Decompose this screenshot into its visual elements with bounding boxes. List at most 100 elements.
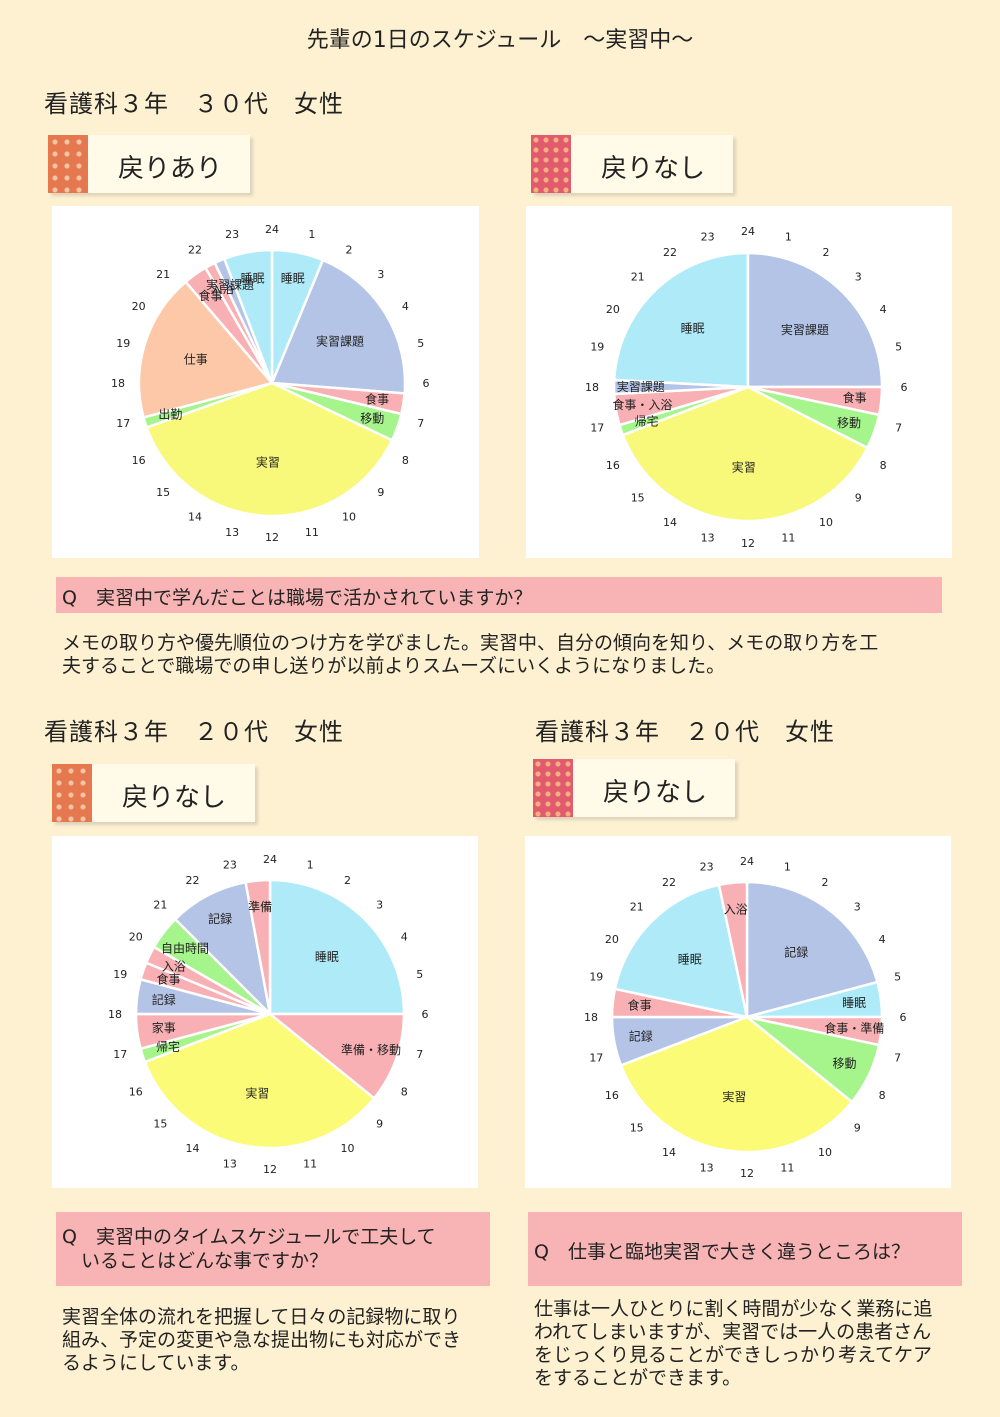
hour-tick-label: 18	[108, 1008, 122, 1021]
hour-tick-label: 7	[416, 1048, 423, 1061]
hour-tick-label: 2	[822, 876, 829, 889]
slice-label: 睡眠	[681, 322, 705, 336]
hour-tick-label: 16	[132, 454, 146, 467]
slice-label: 実習課題	[206, 277, 254, 292]
hour-tick-label: 12	[263, 1163, 277, 1176]
hour-tick-label: 2	[346, 244, 353, 257]
hour-tick-label: 22	[662, 876, 676, 889]
slice-label: 家事	[152, 1020, 176, 1035]
slice-label: 睡眠	[315, 950, 339, 964]
hour-tick-label: 14	[662, 1146, 676, 1159]
slice-label: 食事・準備	[824, 1020, 884, 1035]
slice-label: 入浴	[724, 903, 748, 917]
hour-tick-label: 12	[265, 531, 279, 544]
slice-label: 食事	[365, 392, 389, 407]
hour-tick-label: 8	[879, 1089, 886, 1102]
answer-text-2: 実習全体の流れを把握して日々の記録物に取り 組み、予定の変更や急な提出物にも対応…	[62, 1306, 502, 1375]
pattern-icon	[531, 135, 571, 193]
pie-slice	[612, 251, 750, 389]
star-pattern-icon	[48, 135, 88, 193]
hour-tick-label: 21	[153, 898, 167, 911]
hour-tick-label: 13	[225, 526, 239, 539]
question-line: いることはどんな事ですか？	[62, 1250, 329, 1272]
hour-tick-label: 17	[589, 1051, 603, 1064]
hour-tick-label: 21	[156, 268, 170, 281]
answer-line: 仕事は一人ひとりに割く時間が少なく業務に追	[534, 1298, 933, 1320]
pie-slice	[143, 1012, 376, 1150]
hour-tick-label: 23	[701, 230, 715, 243]
tag-label: 戻りなし	[601, 154, 706, 184]
hour-tick-label: 7	[417, 417, 424, 430]
page-title: 先輩の1日のスケジュール ～実習中～	[306, 28, 694, 53]
star-pattern-icon	[52, 764, 92, 822]
hour-tick-label: 23	[223, 858, 237, 871]
slice-label: 食事	[628, 998, 652, 1013]
hour-tick-label: 15	[156, 486, 170, 499]
hour-tick-label: 5	[895, 341, 902, 354]
hour-tick-label: 13	[700, 1162, 714, 1175]
hour-tick-label: 2	[823, 246, 830, 259]
slice-label: 食事	[199, 288, 223, 303]
pie-slice	[173, 880, 272, 1018]
hour-tick-label: 19	[589, 971, 603, 984]
answer-text-1: メモの取り方や優先順位のつけ方を学びました。実習中、自分の傾向を知り、メモの取り…	[62, 632, 962, 678]
hour-tick-label: 10	[342, 510, 356, 523]
pie-chart-panel-2: 睡眠 実習課題 食事 移動 実習 帰宅 食事・入浴 実習課題 24 1 2 3 4 5 6 7 8 9 10 11 12…	[526, 206, 952, 558]
pie-chart-panel-1: 睡眠 実習課題 食事 移動 実習 出勤 仕事 食事 入浴 実習課題 睡眠 24 1 2 3 4 5 6 7 8 9 10 1…	[52, 206, 479, 558]
pie-slice	[270, 258, 407, 395]
question-text: Q 仕事と臨地実習で大きく違うところは？	[534, 1241, 910, 1263]
slice-label: 記録	[784, 945, 808, 960]
slice-label: 記録	[208, 911, 232, 926]
hour-tick-label: 17	[113, 1048, 127, 1061]
hour-tick-label: 22	[186, 874, 200, 887]
slice-label: 自由時間	[161, 942, 209, 956]
tag-not-returned: 戻りなし	[531, 135, 733, 193]
slice-label: 準備・移動	[341, 1042, 401, 1057]
hour-tick-label: 4	[401, 931, 408, 944]
hour-tick-label: 11	[305, 526, 319, 539]
hour-tick-label: 24	[263, 853, 277, 866]
hour-tick-label: 21	[630, 901, 644, 914]
slice-label: 食事・入浴	[612, 397, 672, 412]
pie-slice	[717, 880, 749, 1018]
slice-label: 出勤	[158, 408, 182, 422]
hour-tick-label: 6	[423, 377, 430, 390]
hour-tick-label: 15	[630, 1121, 644, 1134]
hour-tick-label: 3	[377, 268, 384, 281]
hour-tick-label: 16	[606, 459, 620, 472]
answer-line: をじっくり見ることができしっかり考えてケア	[534, 1344, 933, 1366]
slice-label: 実習課題	[316, 333, 364, 348]
answer-text-3: 仕事は一人ひとりに割く時間が少なく業務に追 われてしまいますが、実習では一人の患…	[534, 1298, 974, 1390]
hour-tick-label: 13	[223, 1158, 237, 1171]
hour-tick-label: 10	[818, 1146, 832, 1159]
person-heading-3: 看護科３年 ２０代 女性	[535, 718, 835, 746]
answer-line: 組み、予定の変更や急な提出物にも対応ができ	[62, 1329, 462, 1351]
hour-tick-label: 24	[265, 223, 279, 236]
pie-slice	[619, 1015, 854, 1154]
slice-label: 移動	[837, 416, 861, 430]
tag-label: 戻りなし	[603, 778, 708, 808]
hour-tick-label: 20	[606, 303, 620, 316]
slice-label: 実習	[722, 1089, 746, 1104]
hour-tick-label: 4	[879, 933, 886, 946]
hour-tick-label: 19	[590, 341, 604, 354]
hour-tick-label: 1	[785, 230, 792, 243]
hour-tick-label: 7	[894, 1051, 901, 1064]
hour-tick-label: 13	[701, 532, 715, 545]
slice-label: 実習課題	[617, 379, 665, 394]
question-box-1: Q 実習中で学んだことは職場で活かされていますか？	[56, 577, 942, 613]
tag-not-returned: 戻りなし	[533, 759, 735, 817]
pie-slice	[268, 878, 406, 1016]
hour-tick-label: 3	[376, 898, 383, 911]
hour-tick-label: 6	[900, 1011, 907, 1024]
answer-line: メモの取り方や優先順位のつけ方を学びました。実習中、自分の傾向を知り、メモの取り…	[62, 632, 879, 654]
slice-label: 睡眠	[281, 272, 305, 286]
hour-tick-label: 23	[700, 860, 714, 873]
slice-label: 記録	[629, 1029, 653, 1044]
hour-tick-label: 5	[894, 971, 901, 984]
pie-slice	[612, 378, 749, 396]
hour-tick-label: 20	[132, 300, 146, 313]
